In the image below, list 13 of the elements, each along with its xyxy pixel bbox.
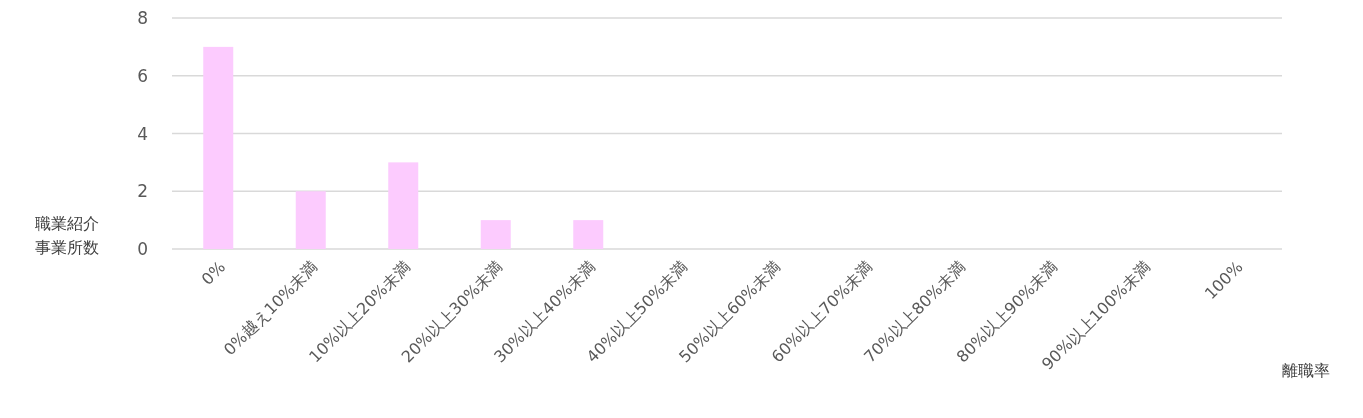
bar xyxy=(203,46,234,249)
y-tick-label: 6 xyxy=(137,65,148,86)
y-tick-label: 8 xyxy=(137,8,148,28)
y-tick-label: 0 xyxy=(137,239,148,259)
y-tick-label: 2 xyxy=(137,181,148,202)
x-axis-title: 離職率 xyxy=(1282,361,1330,380)
bar xyxy=(573,220,604,249)
bar xyxy=(480,220,511,249)
x-tick-label: 0% xyxy=(197,257,230,289)
y-axis-title: 職業紹介事業所数 xyxy=(35,214,99,257)
bar xyxy=(388,162,419,249)
y-tick-label: 4 xyxy=(137,123,148,144)
bar xyxy=(295,191,326,249)
